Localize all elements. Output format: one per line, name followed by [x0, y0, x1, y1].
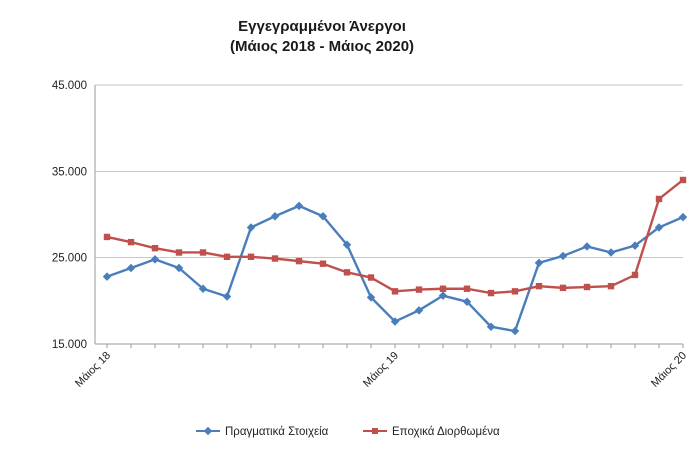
y-tick-label: 25.000: [52, 253, 87, 265]
point-actual: [198, 284, 208, 293]
point-adjusted: [463, 285, 471, 292]
point-actual: [174, 263, 184, 273]
point-actual: [270, 211, 280, 221]
point-adjusted: [631, 271, 639, 279]
point-adjusted: [127, 238, 135, 246]
point-adjusted: [103, 233, 111, 241]
x-tick-label: Μάιος 19: [361, 350, 401, 390]
point-adjusted: [271, 255, 279, 262]
point-adjusted: [175, 249, 183, 256]
legend-marker-adjusted: [372, 428, 378, 434]
point-actual: [246, 223, 256, 232]
y-tick-labels: 15.000 25.000 35.000 45.000: [52, 80, 87, 351]
point-actual: [486, 322, 496, 331]
axes: [94, 85, 684, 348]
point-actual: [678, 212, 688, 222]
point-actual: [462, 297, 472, 306]
point-adjusted: [319, 260, 327, 267]
point-adjusted: [511, 288, 519, 295]
point-actual: [558, 251, 568, 261]
point-actual: [606, 248, 616, 257]
x-tick-label: Μάιος 18: [73, 350, 113, 390]
y-tick-label: 15.000: [52, 339, 87, 351]
series-actual: [102, 201, 688, 336]
legend-marker-actual: [203, 426, 213, 436]
point-adjusted: [415, 286, 423, 293]
point-actual: [222, 292, 232, 301]
chart-subtitle: (Μάιος 2018 - Μάιος 2020): [230, 38, 414, 55]
point-adjusted: [655, 195, 663, 203]
legend: Πραγματικά Στοιχεία Εποχικά Διορθωμένα: [196, 426, 500, 438]
point-actual: [294, 201, 304, 211]
point-actual: [534, 258, 544, 268]
point-actual: [438, 291, 448, 300]
line-adjusted: [106, 179, 684, 295]
series-layer: [102, 176, 688, 336]
line-actual: [106, 204, 684, 333]
point-adjusted: [439, 285, 447, 292]
legend-label-adjusted: Εποχικά Διορθωμένα: [392, 426, 500, 438]
y-gridlines: [95, 84, 683, 345]
point-adjusted: [151, 244, 159, 252]
point-adjusted: [559, 284, 567, 292]
series-adjusted: [103, 176, 687, 297]
point-actual: [150, 255, 160, 264]
chart-title: Εγγεγραμμένοι Άνεργοι: [238, 18, 406, 35]
x-tick-labels: Μάιος 18 Μάιος 19 Μάιος 20: [73, 350, 689, 390]
point-actual: [582, 242, 592, 251]
point-adjusted: [391, 288, 399, 295]
legend-item-adjusted: Εποχικά Διορθωμένα: [363, 426, 500, 438]
point-actual: [390, 317, 400, 326]
point-actual: [342, 240, 352, 249]
y-tick-label: 35.000: [52, 166, 87, 178]
point-adjusted: [247, 253, 255, 261]
point-adjusted: [199, 249, 207, 256]
point-adjusted: [583, 283, 591, 291]
point-actual: [510, 326, 520, 336]
point-adjusted: [535, 282, 543, 290]
point-adjusted: [679, 176, 687, 184]
point-actual: [126, 263, 136, 273]
point-actual: [318, 211, 328, 221]
point-adjusted: [607, 282, 615, 290]
legend-label-actual: Πραγματικά Στοιχεία: [225, 426, 329, 438]
point-actual: [366, 293, 376, 302]
x-tick-label: Μάιος 20: [649, 350, 689, 390]
point-adjusted: [367, 274, 375, 281]
point-actual: [102, 272, 112, 281]
point-adjusted: [295, 257, 303, 265]
point-actual: [414, 306, 424, 315]
point-adjusted: [487, 289, 495, 297]
legend-item-actual: Πραγματικά Στοιχεία: [196, 426, 329, 438]
point-adjusted: [223, 253, 231, 261]
y-tick-label: 45.000: [52, 80, 87, 92]
point-adjusted: [343, 269, 351, 276]
